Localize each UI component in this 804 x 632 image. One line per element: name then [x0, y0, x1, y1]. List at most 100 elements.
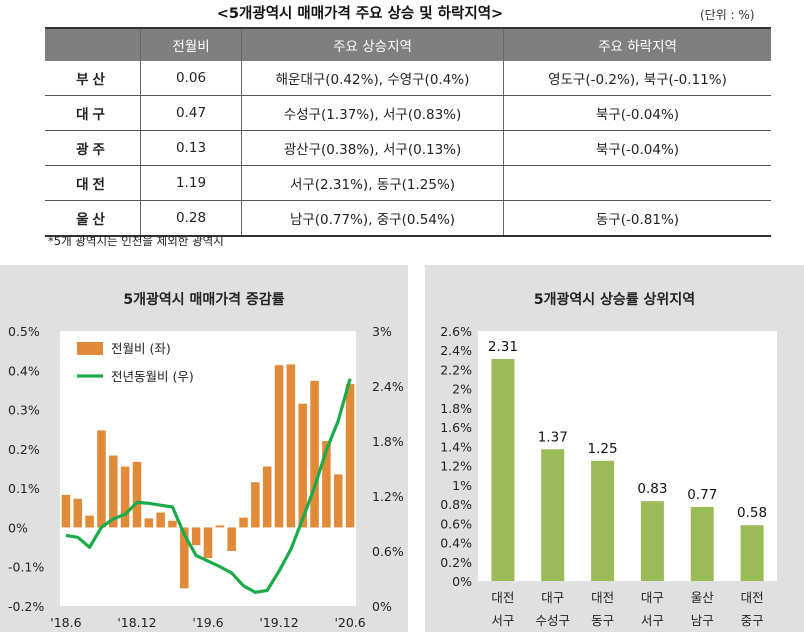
y-tick-label: 0% — [452, 574, 472, 589]
bar-mom — [144, 518, 154, 528]
regional-price-table: 전월비 주요 상승지역 주요 하락지역 부산 0.06 해운대구(0.42%),… — [45, 27, 771, 237]
line-yoy — [65, 378, 352, 594]
y-tick-label: 1.6% — [440, 420, 472, 435]
data-label: 1.37 — [538, 429, 568, 445]
category-label: 대전 — [591, 590, 614, 605]
category-label: 수성구 — [535, 613, 570, 628]
bar-mom — [61, 494, 71, 528]
table-header-cell: 주요 상승지역 — [241, 27, 504, 61]
table-header-cell — [45, 27, 141, 61]
x-tick-label: '18.6 — [50, 615, 81, 630]
fall-cell: 북구(-0.04%) — [503, 95, 771, 131]
y-left-tick-label: -0.1% — [8, 560, 44, 575]
table-header-cell: 주요 하락지역 — [503, 27, 771, 61]
bar-mom — [109, 455, 118, 528]
bar-value — [491, 358, 515, 581]
table-row: 부산 0.06 해운대구(0.42%), 수영구(0.4%) 영도구(-0.2%… — [45, 61, 771, 96]
top-rise-chart-panel: 5개광역시 상승률 상위지역 2.6% 2.4% 2.2% 2% 1.8% 1.6% 1.4… — [425, 265, 804, 632]
bar-value — [591, 460, 615, 581]
y-tick-label: 1.2% — [440, 459, 472, 474]
rise-cell: 광산구(0.38%), 서구(0.13%) — [241, 130, 504, 166]
bar-mom — [97, 430, 106, 528]
bar-value — [541, 449, 565, 581]
category-label: 울산 — [691, 590, 715, 605]
bar-mom — [203, 527, 213, 559]
data-label: 0.83 — [637, 481, 667, 497]
bar-value — [640, 501, 664, 581]
table-row: 울산 0.28 남구(0.77%), 중구(0.54%) 동구(-0.81%) — [45, 200, 771, 237]
bar-mom — [85, 515, 94, 528]
bar-mom — [310, 380, 319, 528]
y-tick-label: 2% — [452, 382, 472, 397]
data-label: 2.31 — [488, 339, 518, 355]
bar-mom — [262, 466, 272, 528]
chart-title: 5개광역시 매매가격 증감률 — [123, 292, 285, 308]
mom-cell: 1.19 — [140, 165, 242, 201]
bar-mom — [239, 517, 248, 528]
rise-cell: 수성구(1.37%), 서구(0.83%) — [241, 95, 504, 131]
y-tick-label: 2.6% — [440, 324, 472, 339]
x-tick-label: '19.12 — [259, 615, 298, 630]
bar-mom — [191, 527, 201, 546]
fall-cell: 북구(-0.04%) — [503, 130, 771, 166]
y-right-tick-label: 0.6% — [372, 544, 404, 559]
y-left-tick-label: -0.2% — [8, 599, 44, 614]
region-cell: 울산 — [45, 200, 141, 237]
region-cell: 광주 — [45, 130, 141, 166]
legend-swatch-bar — [77, 342, 103, 355]
rise-cell: 서구(2.31%), 동구(1.25%) — [241, 165, 504, 201]
bar-mom — [215, 525, 225, 528]
category-label: 대전 — [741, 590, 764, 605]
bar-mom — [132, 461, 142, 528]
mom-cell: 0.13 — [140, 130, 242, 166]
y-right-tick-label: 1.8% — [372, 434, 404, 449]
region-cell: 대전 — [45, 165, 141, 201]
table-row: 광주 0.13 광산구(0.38%), 서구(0.13%) 북구(-0.04%) — [45, 130, 771, 166]
bar-mom — [298, 403, 307, 528]
bar-mom — [333, 474, 343, 528]
y-tick-label: 1.4% — [440, 439, 472, 454]
y-left-tick-label: 0.3% — [8, 403, 40, 418]
mom-cell: 0.28 — [140, 200, 242, 237]
legend-label: 전월비 (좌) — [111, 341, 171, 356]
y-tick-label: 2.2% — [440, 362, 472, 377]
y-tick-label: 2.4% — [440, 343, 472, 358]
footnote: *5개 광역시는 인천을 제외한 광역시 — [48, 234, 224, 248]
table-header-cell: 전월비 — [140, 27, 242, 61]
mom-cell: 0.47 — [140, 95, 242, 131]
fall-cell: 동구(-0.81%) — [503, 200, 771, 237]
bar-mom — [227, 527, 236, 551]
fall-cell — [503, 165, 771, 201]
y-tick-label: 0.8% — [440, 497, 472, 512]
region-cell: 부산 — [45, 61, 141, 96]
plot-area — [478, 331, 777, 581]
data-label: 0.77 — [687, 487, 717, 503]
price-change-chart: 0.5% 0.4% 0.3% 0.2% 0.1% 0% -0.1% -0.2% 3% 2.4% 1.… — [8, 324, 404, 630]
x-tick-label: '18.12 — [117, 615, 156, 630]
bar-mom — [286, 364, 296, 528]
bar-mom — [322, 441, 331, 528]
x-tick-label: '19.6 — [192, 615, 223, 630]
bar-mom — [120, 466, 130, 528]
unit-label: (단위 : %) — [700, 8, 755, 22]
bar-mom — [73, 498, 83, 528]
legend-label: 전년동월비 (우) — [111, 369, 194, 384]
bar-mom — [251, 482, 260, 528]
bar-mom — [274, 365, 284, 528]
category-label: 대구 — [641, 590, 664, 605]
data-label: 1.25 — [588, 441, 618, 457]
bar-mom — [345, 384, 355, 528]
y-right-tick-label: 2.4% — [372, 379, 404, 394]
category-label: 대전 — [491, 590, 514, 605]
category-label: 서구 — [491, 613, 514, 628]
table-row: 대구 0.47 수성구(1.37%), 서구(0.83%) 북구(-0.04%) — [45, 95, 771, 131]
y-right-tick-label: 0% — [372, 599, 392, 614]
category-label: 동구 — [591, 613, 614, 628]
y-left-tick-label: 0.1% — [8, 481, 40, 496]
table-title: <5개광역시 매매가격 주요 상승 및 하락지역> — [216, 6, 504, 22]
y-left-tick-label: 0.2% — [8, 442, 40, 457]
region-cell: 대구 — [45, 95, 141, 131]
table-row: 대전 1.19 서구(2.31%), 동구(1.25%) — [45, 165, 771, 201]
top-rise-chart: 2.6% 2.4% 2.2% 2% 1.8% 1.6% 1.4% 1.2% 1% 0.8% 0.6%… — [440, 324, 777, 628]
y-left-tick-label: 0.5% — [8, 324, 40, 339]
